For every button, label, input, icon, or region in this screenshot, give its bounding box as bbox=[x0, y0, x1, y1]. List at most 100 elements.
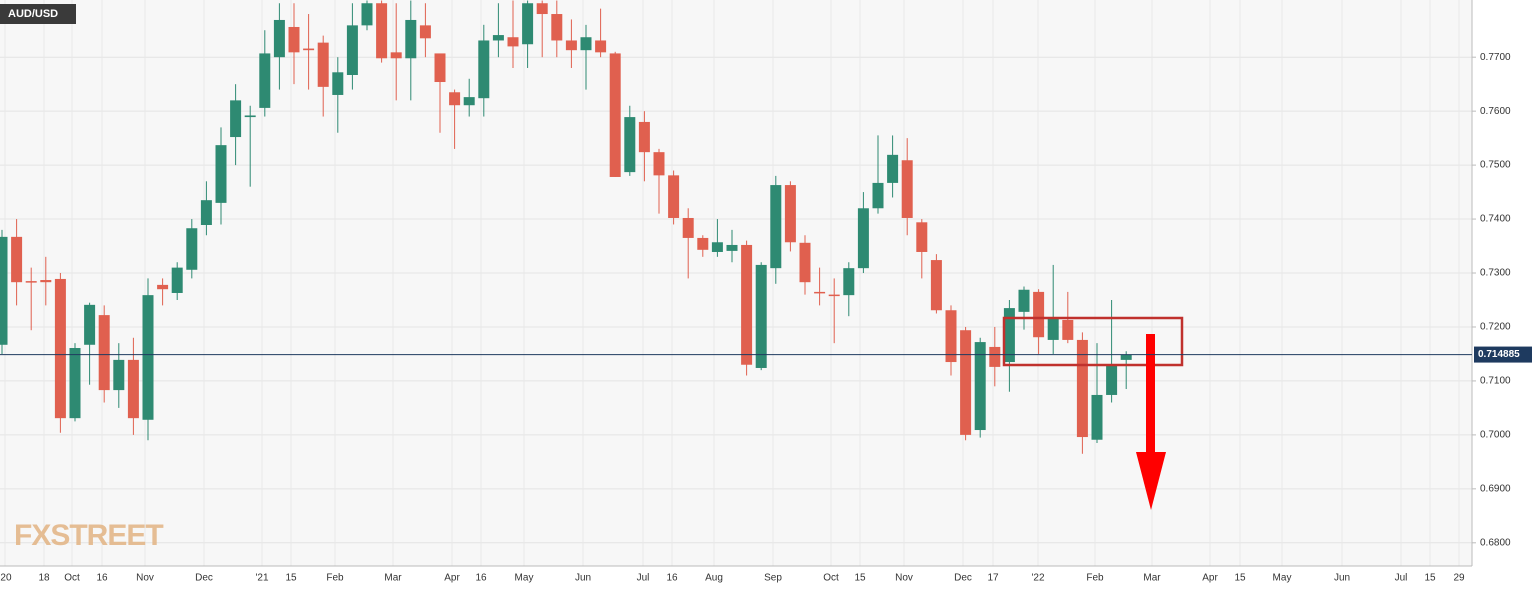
candle-body bbox=[668, 175, 680, 218]
candle-body bbox=[974, 342, 986, 431]
x-tick-label: Feb bbox=[326, 573, 344, 584]
candle-body bbox=[741, 244, 753, 365]
candle-body bbox=[711, 242, 723, 252]
candle-body bbox=[317, 42, 329, 87]
candle-body bbox=[186, 228, 198, 270]
candle-body bbox=[1003, 308, 1015, 363]
x-tick-label: 15 bbox=[285, 573, 297, 584]
x-tick-label: Jun bbox=[1334, 573, 1350, 584]
x-tick-label: Apr bbox=[1202, 573, 1218, 584]
candle-body bbox=[230, 100, 242, 138]
candle-body bbox=[84, 304, 96, 345]
candle-body bbox=[522, 3, 534, 45]
candle-body bbox=[565, 40, 577, 51]
candle-body bbox=[1018, 289, 1030, 312]
candle-body bbox=[945, 310, 957, 363]
x-tick-label: '20 bbox=[0, 573, 12, 584]
candle-body bbox=[624, 117, 636, 173]
candle-body bbox=[303, 48, 315, 51]
plot-background bbox=[0, 0, 1472, 566]
down-arrow bbox=[1136, 334, 1166, 510]
candle-body bbox=[799, 242, 811, 283]
x-tick-label: Jun bbox=[575, 573, 591, 584]
candle-body bbox=[259, 53, 271, 108]
candle-body bbox=[69, 348, 81, 419]
candle-body bbox=[814, 291, 826, 294]
x-tick-label: '22 bbox=[1031, 573, 1044, 584]
x-tick-label: Mar bbox=[384, 573, 402, 584]
candle-body bbox=[536, 3, 548, 15]
x-tick-label: May bbox=[1273, 573, 1292, 584]
range-box bbox=[1002, 316, 1184, 367]
candle-body bbox=[332, 72, 344, 95]
candle-body bbox=[580, 37, 592, 51]
y-tick-label: 0.7300 bbox=[1480, 268, 1511, 279]
candle-body bbox=[171, 267, 183, 293]
candle-body bbox=[930, 260, 942, 311]
arrow-shaft bbox=[1146, 334, 1155, 454]
candle-body bbox=[872, 182, 884, 209]
candle-body bbox=[113, 359, 125, 391]
candle-body bbox=[25, 281, 37, 283]
x-tick-label: '21 bbox=[255, 573, 268, 584]
candle-body bbox=[157, 284, 169, 290]
y-tick-label: 0.7600 bbox=[1480, 106, 1511, 117]
candle-body bbox=[492, 35, 504, 41]
x-tick-label: Oct bbox=[823, 573, 839, 584]
x-tick-label: 17 bbox=[987, 573, 999, 584]
x-tick-label: Oct bbox=[64, 573, 80, 584]
candle-body bbox=[54, 278, 66, 419]
x-tick-label: 15 bbox=[1234, 573, 1246, 584]
x-tick-label: Apr bbox=[444, 573, 460, 584]
candle-body bbox=[828, 294, 840, 297]
candle-body bbox=[960, 330, 972, 435]
candle-body bbox=[857, 208, 869, 269]
candle-body bbox=[887, 154, 899, 183]
candle-body bbox=[784, 185, 796, 243]
candle-body bbox=[901, 160, 913, 218]
x-tick-label: 15 bbox=[1424, 573, 1436, 584]
title-box bbox=[0, 4, 76, 24]
candle-body bbox=[1106, 364, 1118, 395]
candle-body bbox=[609, 53, 621, 177]
candle-body bbox=[1076, 339, 1088, 438]
x-tick-label: 16 bbox=[475, 573, 487, 584]
x-tick-label: 16 bbox=[666, 573, 678, 584]
candle-body bbox=[40, 280, 52, 283]
candle-body bbox=[1091, 394, 1103, 440]
x-tick-label: Dec bbox=[195, 573, 213, 584]
candle-body bbox=[376, 3, 388, 59]
candle-body bbox=[1033, 291, 1045, 338]
candle-body bbox=[653, 152, 665, 176]
y-tick-label: 0.6800 bbox=[1480, 537, 1511, 548]
candle-body bbox=[434, 53, 446, 83]
candle-body bbox=[200, 200, 212, 225]
y-tick-label: 0.7200 bbox=[1480, 322, 1511, 333]
candle-body bbox=[142, 295, 154, 420]
x-tick-label: 15 bbox=[854, 573, 866, 584]
x-tick-label: Dec bbox=[954, 573, 972, 584]
candle-body bbox=[916, 222, 928, 252]
candle-body bbox=[449, 92, 461, 106]
y-tick-label: 0.7700 bbox=[1480, 52, 1511, 63]
x-tick-label: Mar bbox=[1143, 573, 1161, 584]
candle-body bbox=[405, 19, 417, 59]
grid bbox=[0, 0, 1472, 566]
candle-body bbox=[1047, 317, 1059, 340]
chart-title: AUD/USD bbox=[8, 8, 58, 20]
candle-body bbox=[419, 25, 431, 39]
candle-body bbox=[755, 264, 767, 368]
candle-body bbox=[390, 52, 402, 59]
candle-body bbox=[1120, 354, 1132, 360]
candle-body bbox=[244, 115, 256, 118]
x-tick-label: 16 bbox=[96, 573, 108, 584]
y-tick-label: 0.7000 bbox=[1480, 430, 1511, 441]
x-tick-label: Jul bbox=[1395, 573, 1408, 584]
candles bbox=[0, 0, 1132, 454]
candle-body bbox=[127, 359, 139, 419]
candle-body bbox=[98, 315, 110, 391]
candle-body bbox=[697, 237, 709, 250]
last-price-label: 0.714885 bbox=[1478, 349, 1520, 360]
candle-body bbox=[726, 244, 738, 251]
